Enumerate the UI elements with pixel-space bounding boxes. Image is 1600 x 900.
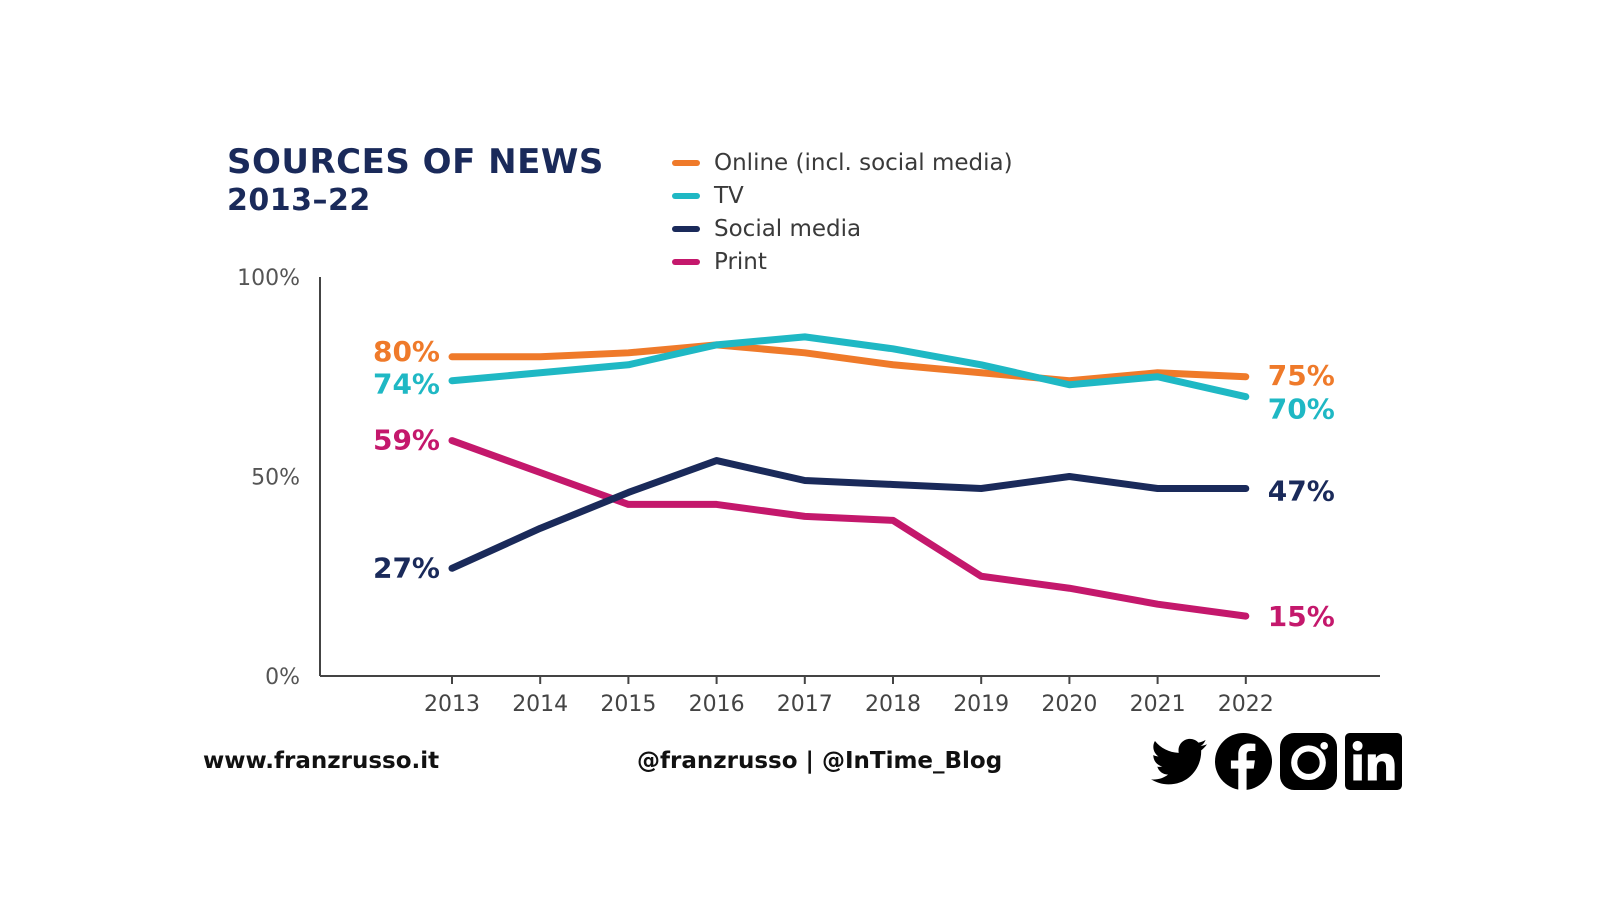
start-value-label: 74% [373, 368, 440, 401]
x-tick-label: 2018 [865, 692, 921, 717]
social-handles: @franzrusso | @InTime_Blog [637, 748, 1003, 774]
legend-item-print: Print [672, 245, 1013, 278]
legend: Online (incl. social media) TV Social me… [672, 146, 1013, 278]
x-tick-label: 2022 [1218, 692, 1274, 717]
chart-subtitle: 2013–22 [227, 183, 371, 218]
x-tick-label: 2017 [777, 692, 833, 717]
website-url[interactable]: www.franzrusso.it [203, 748, 440, 774]
x-tick-label: 2013 [424, 692, 480, 717]
end-value-label: 15% [1268, 600, 1335, 633]
facebook-icon[interactable] [1215, 733, 1272, 790]
end-value-label: 47% [1268, 474, 1335, 507]
end-value-label: 75% [1268, 359, 1335, 392]
y-tick-label: 50% [251, 466, 300, 491]
legend-item-online: Online (incl. social media) [672, 146, 1013, 179]
legend-label-tv: TV [714, 182, 744, 209]
twitter-icon[interactable] [1150, 733, 1207, 790]
x-tick-label: 2014 [512, 692, 568, 717]
linkedin-icon[interactable] [1345, 733, 1402, 790]
series-line-print [448, 437, 1250, 620]
x-tick-label: 2015 [600, 692, 656, 717]
x-tick-label: 2020 [1041, 692, 1097, 717]
social-icons [1150, 733, 1402, 790]
series-line-online-incl-social-media [448, 341, 1250, 385]
x-tick-label: 2016 [689, 692, 745, 717]
start-value-label: 59% [373, 424, 440, 457]
chart-title-block: SOURCES OF NEWS 2013–22 [227, 142, 604, 220]
legend-label-online: Online (incl. social media) [714, 149, 1013, 176]
legend-item-social-media: Social media [672, 212, 1013, 245]
legend-label-social-media: Social media [714, 215, 862, 242]
x-tick-label: 2021 [1130, 692, 1186, 717]
x-tick-label: 2019 [953, 692, 1009, 717]
end-value-label: 70% [1268, 393, 1335, 426]
start-value-label: 80% [373, 335, 440, 368]
chart-title: SOURCES OF NEWS [227, 142, 604, 182]
start-value-label: 27% [373, 551, 440, 584]
series-line-tv [448, 333, 1250, 401]
y-tick-label: 100% [237, 266, 300, 291]
series-line-social-media [448, 457, 1250, 572]
legend-swatch-social-media [672, 225, 700, 232]
legend-swatch-print [672, 258, 700, 265]
instagram-icon[interactable] [1280, 733, 1337, 790]
y-tick-label: 0% [265, 665, 300, 690]
legend-swatch-tv [672, 192, 700, 199]
legend-swatch-online [672, 159, 700, 166]
legend-item-tv: TV [672, 179, 1013, 212]
legend-label-print: Print [714, 248, 767, 275]
